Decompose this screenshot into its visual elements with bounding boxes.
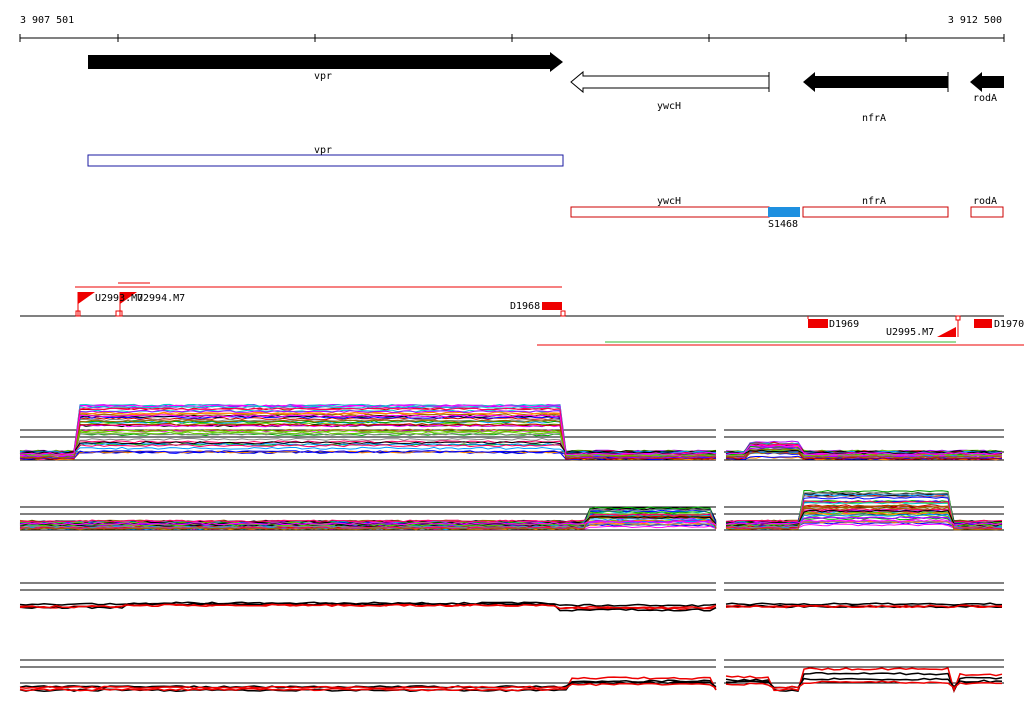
expression-trace xyxy=(19,682,717,690)
expression-trace xyxy=(19,602,717,612)
expression-trace xyxy=(19,429,717,457)
transcript-label: vpr xyxy=(314,145,332,156)
gene-label: nfrA xyxy=(862,113,886,124)
expression-trace xyxy=(19,441,717,455)
expression-trace xyxy=(725,504,1003,531)
marker-label: D1970 xyxy=(994,319,1024,330)
expression-panels xyxy=(19,403,1004,693)
transcript-boxes xyxy=(87,154,1004,218)
expression-trace xyxy=(725,508,1003,523)
expression-trace xyxy=(19,513,717,523)
expression-trace xyxy=(725,491,1003,529)
ruler-start: 3 907 501 xyxy=(20,15,74,26)
expression-trace xyxy=(19,405,717,458)
expression-trace xyxy=(19,516,717,531)
expression-trace xyxy=(19,603,717,610)
ruler xyxy=(19,34,1005,42)
gene-label: ywcH xyxy=(657,101,681,112)
expression-trace xyxy=(19,419,717,459)
expression-trace xyxy=(725,604,1003,609)
marker-label: U2993.M7 xyxy=(95,293,143,304)
expression-trace xyxy=(19,680,717,689)
expression-trace xyxy=(725,444,1003,455)
expression-trace xyxy=(725,677,1003,689)
marker-label: U2994.M7 xyxy=(137,293,185,304)
gene-label: rodA xyxy=(973,93,997,104)
expression-trace xyxy=(725,500,1003,530)
transcript-label: ywcH xyxy=(657,196,681,207)
expression-trace xyxy=(19,676,717,692)
expression-trace xyxy=(725,680,1002,689)
expression-trace xyxy=(725,448,1003,459)
expression-trace xyxy=(20,414,717,456)
expression-trace xyxy=(725,519,1003,526)
feature-label: S1468 xyxy=(768,219,798,230)
marker-label: D1969 xyxy=(829,319,859,330)
marker-label: D1968 xyxy=(510,301,540,312)
expression-trace xyxy=(19,520,717,526)
marker-label: U2995.M7 xyxy=(886,327,934,338)
expression-trace xyxy=(725,602,1002,606)
ruler-end: 3 912 500 xyxy=(948,15,1002,26)
transcript-label: nfrA xyxy=(862,196,886,207)
markers xyxy=(20,282,1024,346)
gene-arrows xyxy=(88,52,1004,94)
expression-trace xyxy=(19,450,717,461)
gene-label: vpr xyxy=(314,71,332,82)
transcript-label: rodA xyxy=(973,196,997,207)
